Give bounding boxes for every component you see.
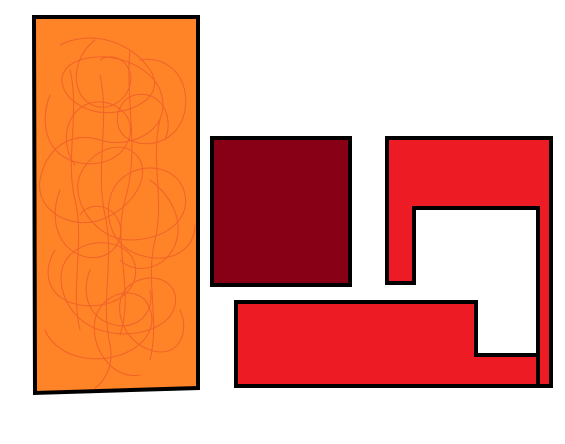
scribble-lines bbox=[39, 37, 196, 389]
orange-rectangle-fill bbox=[31, 15, 200, 396]
dark-red-square bbox=[210, 136, 352, 287]
red-hook-shape-outline bbox=[234, 136, 553, 388]
orange-rectangle bbox=[31, 15, 200, 396]
